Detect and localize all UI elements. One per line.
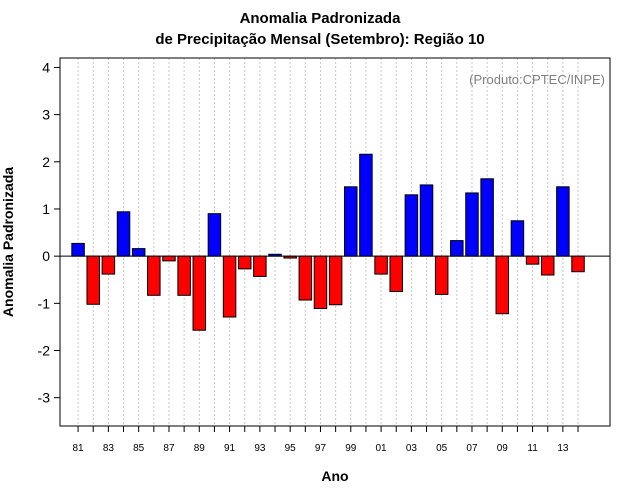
x-tick-label: 83	[103, 443, 115, 454]
bar-1981	[71, 242, 85, 257]
x-tick-label: 93	[254, 443, 266, 454]
bar-1986	[147, 255, 161, 296]
x-tick-label: 13	[557, 443, 569, 454]
bar-2012	[540, 255, 555, 276]
bar-1988	[177, 255, 191, 296]
bar-2002	[389, 255, 403, 293]
bar-1983	[101, 255, 116, 275]
x-tick-label: 87	[163, 443, 175, 454]
bars-layer	[71, 153, 585, 331]
bar-2014	[571, 255, 585, 273]
x-tick-label: 81	[73, 443, 85, 454]
bar-2003	[404, 194, 419, 257]
chart-subtitle: de Precipitação Mensal (Setembro): Regiã…	[155, 31, 485, 48]
bar-1993	[253, 255, 267, 277]
x-tick-label: 07	[466, 443, 478, 454]
bar-1984	[116, 211, 131, 257]
bar-1992	[237, 255, 252, 270]
y-tick-label: 2	[42, 154, 50, 170]
x-axis-label: Ano	[321, 468, 348, 484]
bar-2006	[450, 240, 464, 257]
y-tick-label: -3	[38, 390, 51, 406]
bar-1996	[298, 255, 313, 301]
bar-1997	[313, 255, 328, 310]
bar-1982	[86, 255, 100, 305]
bar-1990	[207, 213, 222, 257]
bar-2011	[525, 255, 540, 265]
credit-label: (Produto:CPTEC/INPE)	[469, 72, 605, 87]
y-axis: -3 -2 -1 0 1 2 3 4	[38, 59, 60, 406]
bar-2013	[556, 186, 570, 257]
bar-2007	[465, 192, 479, 257]
x-tick-label: 97	[315, 443, 327, 454]
bar-1999	[344, 186, 358, 257]
x-axis: 81 83 85 87 89 91 93 95 97 99 01 03 05 07 09 11 13	[73, 426, 579, 454]
plot-frame	[59, 57, 611, 427]
y-tick-label: 0	[42, 248, 50, 264]
grid-layer	[77, 58, 579, 426]
bar-2010	[510, 220, 525, 257]
y-tick-label: 3	[42, 107, 50, 123]
x-tick-label: 03	[406, 443, 418, 454]
bar-1985	[131, 248, 146, 257]
bar-1987	[162, 255, 176, 262]
bar-2004	[419, 184, 434, 257]
y-tick-label: 4	[42, 59, 50, 75]
chart-title: Anomalia Padronizada	[239, 10, 401, 27]
bar-2001	[374, 255, 388, 275]
bar-1998	[328, 255, 343, 306]
bar-2000	[359, 153, 373, 257]
x-tick-label: 91	[224, 443, 236, 454]
y-tick-label: -1	[38, 295, 51, 311]
y-tick-label: 1	[42, 201, 50, 217]
bar-2008	[480, 178, 494, 257]
bar-1991	[222, 255, 237, 318]
bar-1989	[192, 255, 207, 331]
y-tick-label: -2	[38, 343, 51, 359]
bar-2005	[434, 255, 449, 295]
bar-2009	[495, 255, 510, 315]
x-tick-label: 85	[133, 443, 145, 454]
x-tick-label: 01	[376, 443, 388, 454]
x-tick-label: 99	[345, 443, 357, 454]
x-tick-label: 05	[436, 443, 448, 454]
x-tick-label: 89	[194, 443, 206, 454]
x-tick-label: 11	[527, 443, 538, 454]
x-tick-label: 09	[497, 443, 509, 454]
x-tick-label: 95	[285, 443, 297, 454]
y-axis-label: Anomalia Padronizada	[0, 167, 16, 317]
